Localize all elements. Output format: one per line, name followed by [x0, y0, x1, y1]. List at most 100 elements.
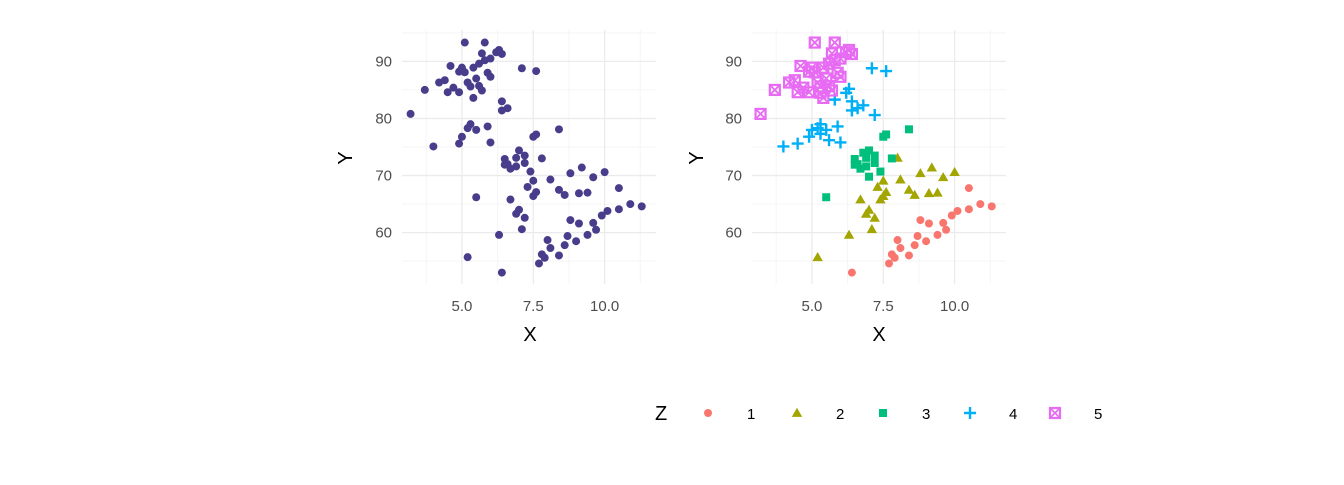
data-point	[512, 153, 521, 162]
data-point-group-3	[850, 160, 859, 169]
data-point-group-3	[870, 151, 879, 160]
data-point	[446, 61, 455, 70]
panel-left-grid	[402, 30, 656, 284]
panel-right-x-tick-label: 5.0	[802, 298, 823, 315]
data-point-group-5	[754, 107, 767, 121]
data-point-group-1	[987, 202, 996, 211]
data-point	[443, 88, 452, 97]
data-point-group-4	[880, 65, 893, 78]
data-point	[532, 188, 541, 197]
data-point	[554, 125, 563, 134]
data-point-group-2	[875, 194, 886, 204]
data-point	[457, 132, 466, 141]
data-point-group-2	[878, 175, 889, 185]
data-point-group-2	[880, 186, 892, 197]
data-point	[520, 151, 529, 160]
data-point-group-4	[868, 109, 881, 122]
legend-key-5	[1048, 406, 1062, 420]
data-point	[546, 175, 555, 184]
legend-label-2: 2	[836, 406, 844, 423]
data-point	[534, 259, 543, 268]
data-point-group-2	[949, 166, 960, 177]
data-point-group-5	[834, 70, 847, 83]
panel-right-y-tick-label: 90	[725, 53, 742, 70]
data-point	[477, 49, 486, 58]
legend-title: Z	[655, 403, 667, 425]
data-point	[626, 200, 635, 209]
data-point	[554, 251, 563, 260]
data-point	[495, 230, 504, 239]
panel-left-y-tick-label: 90	[375, 53, 392, 70]
data-point	[566, 169, 575, 178]
data-point	[455, 88, 464, 97]
data-point	[560, 190, 569, 199]
data-point	[497, 268, 506, 277]
data-point-group-4	[803, 130, 816, 143]
data-point-group-4	[845, 104, 858, 117]
legend: Z 1 2 3 4 5	[655, 403, 1102, 425]
data-point	[572, 237, 581, 246]
data-point	[574, 189, 583, 198]
data-point-group-4	[791, 137, 804, 150]
data-point-group-3	[887, 154, 896, 163]
panel-right-x-tick-label: 7.5	[873, 298, 894, 315]
data-point	[637, 202, 646, 211]
panel-right: 5.0 7.5 10.0 60 70 80 90 X Y	[686, 30, 1006, 346]
data-point	[500, 160, 509, 169]
data-point-group-1	[904, 251, 913, 260]
legend-items: 1 2 3 4 5	[704, 406, 1102, 423]
data-point-group-4	[865, 62, 878, 75]
data-point	[614, 205, 623, 214]
data-point	[477, 86, 486, 95]
data-point	[614, 184, 623, 193]
panel-right-x-tick-label: 10.0	[940, 298, 969, 315]
data-point	[592, 225, 601, 234]
panel-left-y-axis-title: Y	[335, 151, 357, 164]
data-point-group-3	[822, 193, 831, 202]
data-point-group-3	[876, 167, 885, 176]
panel-left-y-tick-label: 70	[375, 168, 392, 185]
panel-left-x-ticks: 5.0 7.5 10.0	[452, 298, 620, 315]
data-point-group-4	[851, 102, 864, 115]
data-point-group-1	[924, 219, 933, 228]
panel-right-y-axis-title: Y	[686, 151, 708, 164]
data-point	[532, 130, 541, 139]
legend-key-4	[964, 407, 976, 419]
data-point-group-1	[933, 230, 942, 239]
data-point-group-2	[932, 187, 943, 197]
data-point	[429, 142, 438, 151]
data-point	[486, 54, 495, 63]
data-point-group-5	[842, 43, 856, 57]
panel-left-points	[406, 38, 646, 277]
panel-right-points	[754, 36, 996, 277]
data-point	[486, 138, 495, 147]
panel-left-x-tick-label: 10.0	[590, 298, 619, 315]
data-point	[460, 68, 469, 77]
panel-left-y-ticks: 60 70 80 90	[375, 53, 392, 241]
data-point-group-1	[947, 211, 956, 220]
data-point	[435, 78, 444, 87]
data-point-group-3	[865, 146, 874, 155]
data-point	[497, 106, 506, 115]
data-point	[472, 193, 481, 202]
data-point-group-2	[843, 229, 855, 239]
data-point	[406, 109, 415, 118]
data-point	[506, 195, 515, 204]
data-point	[486, 72, 495, 81]
data-point-group-2	[926, 162, 937, 172]
data-point	[475, 59, 484, 68]
data-point-group-2	[872, 181, 883, 191]
data-point	[480, 38, 489, 47]
data-point	[560, 241, 569, 250]
data-point	[546, 244, 555, 253]
data-point-group-5	[794, 59, 807, 73]
data-point	[566, 216, 575, 225]
data-point	[463, 124, 472, 133]
data-point-group-4	[823, 134, 836, 147]
data-point-group-4	[777, 140, 790, 153]
data-point-group-5	[768, 83, 781, 97]
legend-label-4: 4	[1009, 406, 1017, 423]
data-point-group-1	[964, 184, 973, 193]
data-point-group-3	[856, 164, 865, 173]
